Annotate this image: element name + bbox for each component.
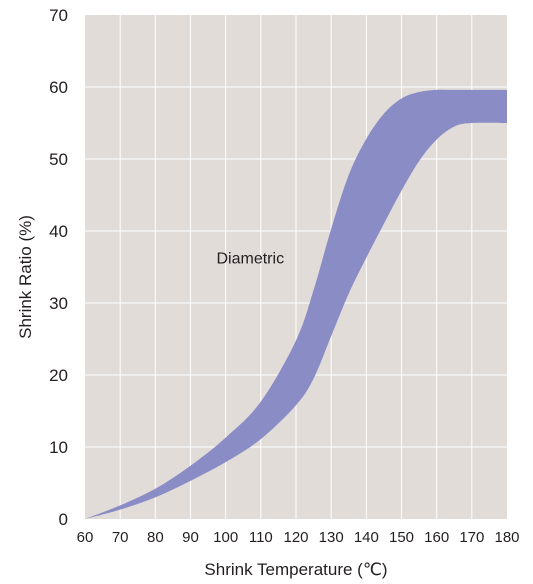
x-tick-label: 130 (319, 529, 344, 546)
x-tick-label: 170 (459, 529, 484, 546)
x-tick-label: 110 (249, 529, 273, 546)
y-axis-ticks: 0 10 20 30 40 50 60 70 (49, 6, 68, 529)
x-tick-label: 180 (494, 529, 519, 546)
y-tick-label: 70 (49, 6, 68, 25)
y-tick-label: 20 (49, 366, 68, 385)
x-axis-title: Shrink Temperature (℃) (204, 560, 387, 579)
y-tick-label: 30 (49, 294, 68, 313)
y-tick-label: 0 (59, 510, 68, 529)
y-tick-label: 10 (49, 438, 68, 457)
x-tick-label: 90 (182, 529, 199, 546)
x-tick-label: 80 (147, 529, 164, 546)
y-axis-title: Shrink Ratio (%) (16, 215, 35, 339)
x-tick-label: 120 (283, 529, 308, 546)
x-axis-ticks: 60 70 80 90 100 110 120 130 140 150 160 170 180 (77, 529, 520, 546)
y-tick-label: 40 (49, 222, 68, 241)
x-tick-label: 60 (77, 529, 94, 546)
x-tick-label: 100 (213, 529, 238, 546)
x-tick-label: 140 (354, 529, 379, 546)
x-tick-label: 160 (424, 529, 449, 546)
diametric-annotation: Diametric (217, 250, 285, 267)
x-tick-label: 150 (389, 529, 414, 546)
y-tick-label: 50 (49, 150, 68, 169)
y-tick-label: 60 (49, 78, 68, 97)
x-tick-label: 70 (112, 529, 129, 546)
